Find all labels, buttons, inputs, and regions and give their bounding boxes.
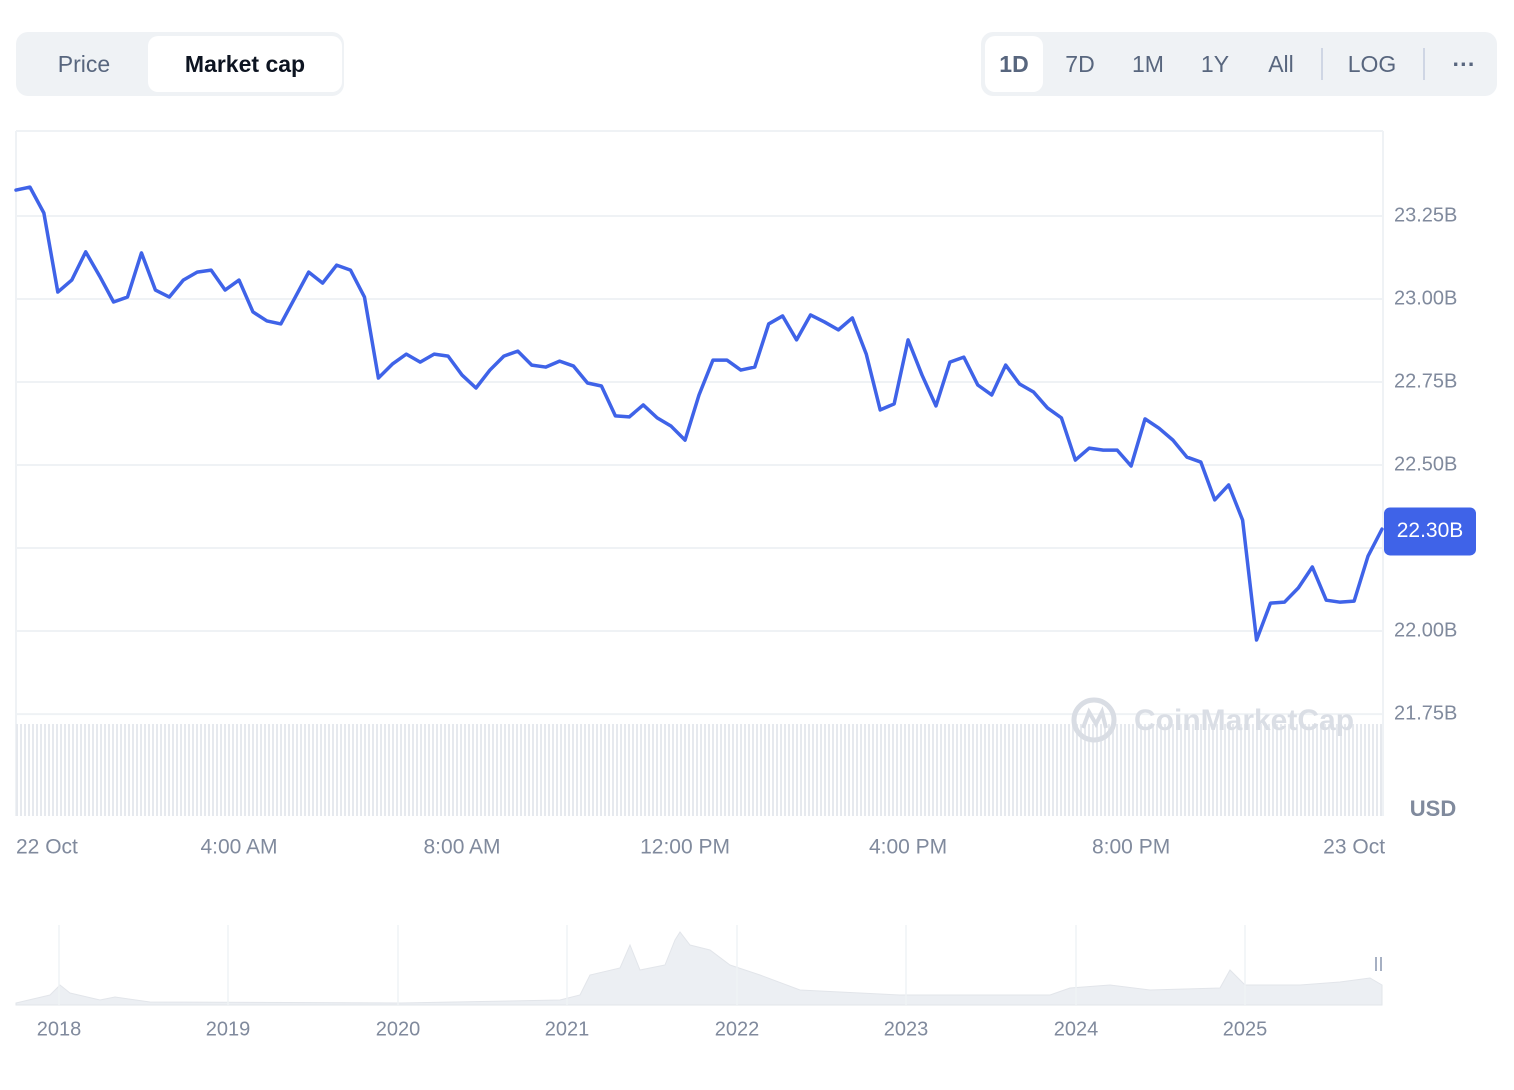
badge-label: 22.30B — [1397, 519, 1464, 542]
y-tick-label: 21.75B — [1394, 702, 1457, 724]
y-tick-label: 22.50B — [1394, 453, 1457, 475]
x-tick-label: 4:00 AM — [200, 836, 277, 859]
plot — [14, 185, 1384, 642]
chart-toggle: Price Market cap — [16, 32, 344, 96]
navigator-area — [15, 931, 1383, 1006]
badge-box — [1384, 507, 1476, 556]
y-tick-label: 22.00B — [1394, 619, 1457, 641]
x-tick-label: 22 Oct — [16, 836, 78, 859]
y-tick-label: 23.25B — [1394, 204, 1457, 226]
range-button[interactable]: All — [1268, 51, 1294, 77]
y-tick-label: 22.25B — [1394, 536, 1457, 558]
y-tick-label: 23.00B — [1394, 287, 1457, 309]
range-button[interactable]: 1M — [1132, 51, 1164, 77]
navigator-year: 2021 — [545, 1018, 590, 1040]
navigator-year: 2025 — [1223, 1018, 1268, 1040]
navigator-year: 2019 — [206, 1018, 251, 1040]
range-button[interactable]: 7D — [1065, 51, 1095, 77]
more-button[interactable]: ··· — [1452, 51, 1476, 77]
x-tick-label: 8:00 PM — [1092, 836, 1170, 859]
market-cap-tab[interactable]: Market cap — [148, 36, 342, 92]
grid: 21.75B 22.00B 22.25B 22.50B 22.75B 23.00B 23.2… — [16, 204, 1457, 859]
current-value-badge: 22.30B — [1384, 507, 1476, 556]
x-tick-label: 8:00 AM — [424, 836, 501, 859]
y-tick-label: 22.75B — [1394, 370, 1457, 392]
watermark: CoinMarketCap — [1071, 697, 1354, 743]
navigator-year: 2022 — [715, 1018, 760, 1040]
navigator-year: 2024 — [1054, 1018, 1099, 1040]
price-tab[interactable]: Price — [57, 51, 111, 77]
x-tick-label: 4:00 PM — [869, 836, 947, 859]
navigator-years: 2018 2019 2020 2021 2022 2023 2024 2025 — [37, 925, 1268, 1040]
navigator-year: 2023 — [884, 1018, 929, 1040]
x-tick-label: 23 Oct — [1323, 836, 1385, 859]
range-button[interactable]: 1D — [985, 36, 1043, 92]
range-button[interactable]: 1Y — [1200, 51, 1230, 77]
navigator-year: 2020 — [376, 1018, 421, 1040]
log-button[interactable]: LOG — [1347, 51, 1397, 77]
currency-label: USD — [1410, 796, 1456, 821]
navigator-box — [16, 925, 1382, 1005]
watermark-text: CoinMarketCap — [1134, 704, 1354, 737]
volume-bars — [16, 724, 1382, 816]
range-selector: 1D 7D 1M 1Y All LOG ··· — [981, 32, 1497, 96]
price-line — [14, 185, 1384, 642]
navigator-year: 2018 — [37, 1018, 82, 1040]
separator — [1321, 48, 1323, 80]
separator — [1423, 48, 1425, 80]
navigator: 2018 2019 2020 2021 2022 2023 2024 2025 — [15, 925, 1383, 1040]
x-tick-label: 12:00 PM — [640, 836, 730, 859]
